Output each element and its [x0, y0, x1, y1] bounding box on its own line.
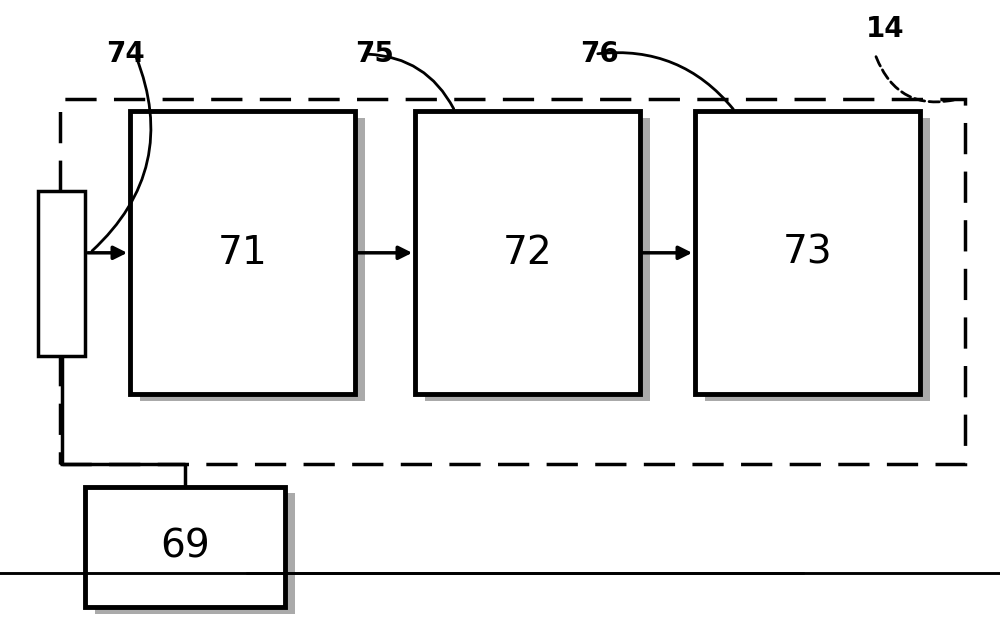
Bar: [695, 111, 920, 394]
Text: 71: 71: [218, 234, 267, 272]
Text: 14: 14: [866, 15, 904, 43]
Bar: [705, 118, 930, 401]
Bar: [95, 493, 295, 614]
Text: 69: 69: [160, 528, 210, 566]
Text: 72: 72: [503, 234, 552, 272]
Text: 74: 74: [106, 40, 144, 68]
Bar: [60, 99, 965, 464]
Bar: [140, 118, 365, 401]
Bar: [415, 111, 640, 394]
Bar: [38, 191, 85, 356]
Bar: [85, 487, 285, 607]
Bar: [130, 111, 355, 394]
Text: 76: 76: [581, 40, 619, 68]
Text: 73: 73: [783, 234, 832, 272]
Text: 75: 75: [356, 40, 394, 68]
Bar: [425, 118, 650, 401]
